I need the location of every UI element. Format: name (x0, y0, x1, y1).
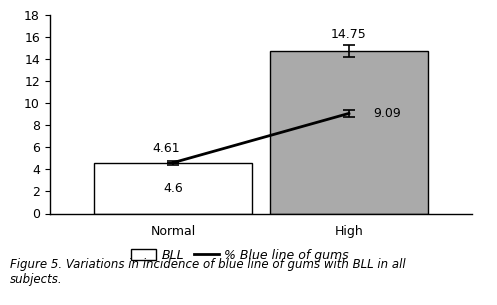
Text: 9.09: 9.09 (374, 107, 402, 120)
Bar (270, 51, 428, 213)
Legend: BLL, % Blue line of gums: BLL, % Blue line of gums (126, 244, 353, 267)
Text: 14.75: 14.75 (331, 27, 367, 41)
Text: 4.6: 4.6 (163, 182, 183, 195)
Text: 4.61: 4.61 (152, 142, 180, 155)
Bar (94, 163, 252, 213)
Text: Figure 5. Variations in incidence of blue line of gums with BLL in all
subjects.: Figure 5. Variations in incidence of blu… (10, 258, 406, 286)
